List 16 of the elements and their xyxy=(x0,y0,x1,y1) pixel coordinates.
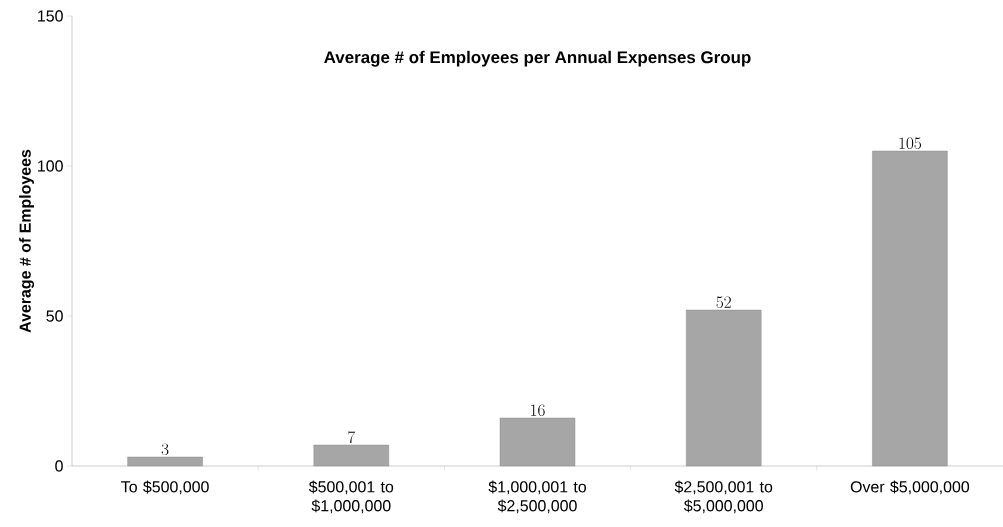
data-label: 52 xyxy=(716,296,731,309)
x-tick-label: $500,001 to $1,000,000 xyxy=(308,480,394,514)
x-tick-label: $1,000,001 to $2,500,000 xyxy=(488,480,586,514)
x-tick-label: Over $5,000,000 xyxy=(850,480,970,495)
y-tick-label: 0 xyxy=(55,460,63,472)
text: Average # of Employees per Annual Expenses Group xyxy=(324,50,751,67)
x-tick-label: $2,500,001 to $5,000,000 xyxy=(674,480,773,514)
x-tick-label: To $500,000 xyxy=(121,480,209,495)
data-label: 3 xyxy=(161,443,169,456)
data-label: 7 xyxy=(348,431,356,444)
y-axis-title: Average # of Employees xyxy=(19,149,35,333)
y-tick-label: 50 xyxy=(46,310,63,322)
data-label: 105 xyxy=(899,137,922,150)
y-tick-label: 150 xyxy=(38,10,63,22)
y-tick-label: 100 xyxy=(38,160,63,172)
data-label: 16 xyxy=(531,404,545,417)
